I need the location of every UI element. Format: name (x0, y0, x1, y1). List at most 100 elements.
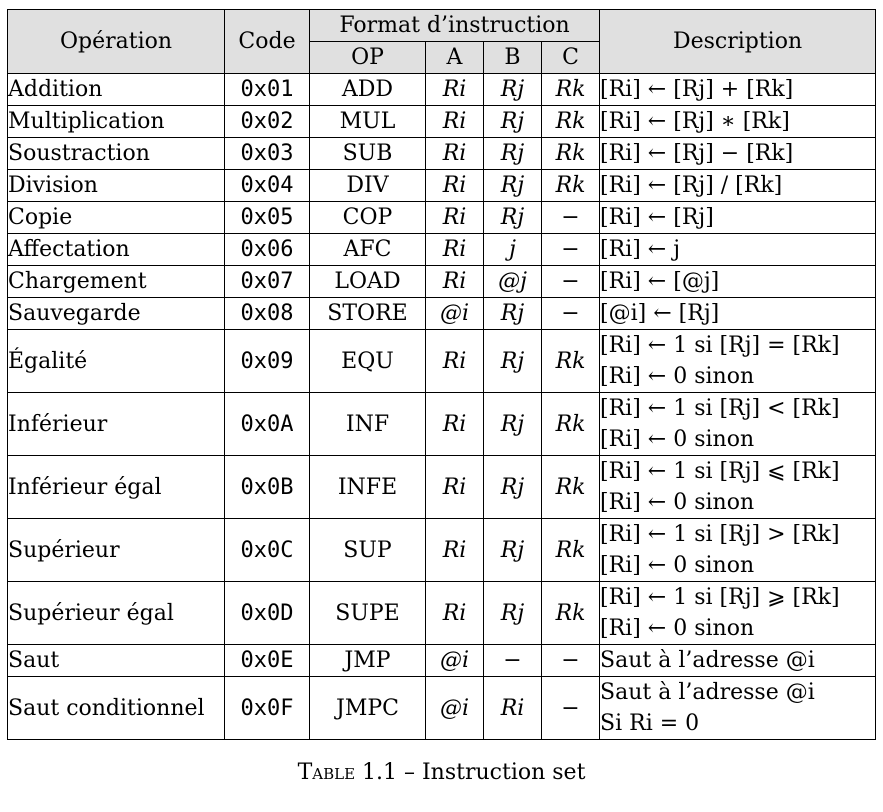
cell-code: 0x04 (224, 169, 310, 202)
table-row: Inférieur 0x0A INF Ri Rj Rk [Ri] ← 1 si [Rj] <… (7, 392, 877, 456)
table-row: Inférieur égal 0x0B INFE Ri Rj Rk [Ri] ← 1 si … (7, 455, 877, 519)
cell-b: Ri (483, 676, 542, 740)
cell-op: AFC (309, 233, 426, 266)
cell-a: Ri (425, 518, 484, 582)
header-code: Code (224, 9, 310, 74)
cell-description: [Ri] ← [@j] (599, 265, 877, 298)
cell-operation: Sauvegarde (7, 297, 225, 330)
cell-operation: Inférieur égal (7, 455, 225, 519)
cell-c: Rk (540, 169, 601, 202)
cell-operation: Saut conditionnel (7, 676, 225, 740)
table-row: Supérieur égal 0x0D SUPE Ri Rj Rk [Ri] ← 1 si … (7, 581, 877, 645)
description-line: [Ri] ← 1 si [Rj] > [Rk] (600, 522, 840, 547)
cell-op: SUB (309, 137, 426, 170)
cell-code: 0x0A (224, 392, 310, 456)
table-row: Copie 0x05 COP Ri Rj − [Ri] ← [Rj] (7, 201, 877, 234)
cell-code: 0x08 (224, 297, 310, 330)
cell-code: 0x0D (224, 581, 310, 645)
description-line: Si Ri = 0 (600, 711, 700, 736)
cell-operation: Copie (7, 201, 225, 234)
cell-description: Saut à l’adresse @i (599, 644, 877, 677)
cell-description: [Ri] ← 1 si [Rj] ⩽ [Rk] [Ri] ← 0 sinon (599, 455, 877, 519)
table-row: Addition 0x01 ADD Ri Rj Rk [Ri] ← [Rj] + [Rk] (7, 73, 877, 106)
table-row: Saut 0x0E JMP @i − − Saut à l’adresse @i (7, 644, 877, 677)
cell-c: − (540, 297, 601, 330)
cell-op: SUPE (309, 581, 426, 645)
description-line: [Ri] ← [Rj] − [Rk] (600, 141, 794, 166)
description-line: [Ri] ← 0 sinon (600, 553, 755, 578)
cell-b: − (483, 644, 542, 677)
cell-c: Rk (540, 329, 601, 393)
cell-description: [@i] ← [Rj] (599, 297, 877, 330)
cell-c: Rk (540, 581, 601, 645)
cell-a: @i (425, 676, 484, 740)
cell-op: LOAD (309, 265, 426, 298)
cell-op: JMP (309, 644, 426, 677)
description-line: [Ri] ← [Rj] + [Rk] (600, 77, 794, 102)
cell-b: Rj (483, 581, 542, 645)
cell-op: INF (309, 392, 426, 456)
cell-operation: Saut (7, 644, 225, 677)
cell-c: − (540, 644, 601, 677)
cell-b: Rj (483, 105, 542, 138)
table-caption: Table 1.1 – Instruction set (0, 760, 883, 785)
cell-b: Rj (483, 392, 542, 456)
cell-a: Ri (425, 201, 484, 234)
description-line: [@i] ← [Rj] (600, 301, 720, 326)
cell-description: [Ri] ← 1 si [Rj] ⩾ [Rk] [Ri] ← 0 sinon (599, 581, 877, 645)
cell-description: [Ri] ← [Rj] + [Rk] (599, 73, 877, 106)
description-line: [Ri] ← [@j] (600, 269, 720, 294)
cell-a: Ri (425, 105, 484, 138)
description-line: Saut à l’adresse @i (600, 680, 815, 705)
cell-c: Rk (540, 73, 601, 106)
table-row: Supérieur 0x0C SUP Ri Rj Rk [Ri] ← 1 si [Rj] >… (7, 518, 877, 582)
cell-description: [Ri] ← [Rj] / [Rk] (599, 169, 877, 202)
table-row: Division 0x04 DIV Ri Rj Rk [Ri] ← [Rj] / [Rk] (7, 169, 877, 202)
cell-op: MUL (309, 105, 426, 138)
table-body: Addition 0x01 ADD Ri Rj Rk [Ri] ← [Rj] + [Rk] M… (7, 73, 877, 740)
cell-b: Rj (483, 73, 542, 106)
header-c: C (540, 41, 601, 74)
header-operation: Opération (7, 9, 225, 74)
cell-code: 0x07 (224, 265, 310, 298)
cell-description: [Ri] ← 1 si [Rj] > [Rk] [Ri] ← 0 sinon (599, 518, 877, 582)
cell-a: Ri (425, 329, 484, 393)
cell-b: Rj (483, 329, 542, 393)
cell-c: Rk (540, 137, 601, 170)
table-row: Sauvegarde 0x08 STORE @i Rj − [@i] ← [Rj] (7, 297, 877, 330)
cell-a: Ri (425, 73, 484, 106)
cell-c: Rk (540, 105, 601, 138)
cell-a: Ri (425, 233, 484, 266)
cell-code: 0x06 (224, 233, 310, 266)
description-line: [Ri] ← 1 si [Rj] = [Rk] (600, 333, 840, 358)
cell-code: 0x0C (224, 518, 310, 582)
cell-operation: Égalité (7, 329, 225, 393)
cell-operation: Affectation (7, 233, 225, 266)
description-line: Saut à l’adresse @i (600, 648, 815, 673)
cell-operation: Addition (7, 73, 225, 106)
cell-op: ADD (309, 73, 426, 106)
cell-operation: Chargement (7, 265, 225, 298)
cell-op: INFE (309, 455, 426, 519)
table-row: Saut conditionnel 0x0F JMPC @i Ri − Saut à l’a… (7, 676, 877, 740)
header-a: A (425, 41, 484, 74)
cell-op: COP (309, 201, 426, 234)
cell-operation: Supérieur égal (7, 581, 225, 645)
cell-c: Rk (540, 518, 601, 582)
header-op: OP (309, 41, 426, 74)
cell-code: 0x09 (224, 329, 310, 393)
description-line: [Ri] ← [Rj] ∗ [Rk] (600, 109, 790, 134)
description-line: [Ri] ← 1 si [Rj] < [Rk] (600, 396, 840, 421)
cell-a: Ri (425, 455, 484, 519)
cell-b: Rj (483, 455, 542, 519)
table-row: Chargement 0x07 LOAD Ri @j − [Ri] ← [@j] (7, 265, 877, 298)
cell-op: STORE (309, 297, 426, 330)
cell-a: @i (425, 644, 484, 677)
cell-description: [Ri] ← j (599, 233, 877, 266)
table-row: Soustraction 0x03 SUB Ri Rj Rk [Ri] ← [Rj] − [… (7, 137, 877, 170)
cell-b: @j (483, 265, 542, 298)
cell-c: Rk (540, 455, 601, 519)
cell-code: 0x0F (224, 676, 310, 740)
description-line: [Ri] ← [Rj] (600, 205, 714, 230)
cell-op: EQU (309, 329, 426, 393)
